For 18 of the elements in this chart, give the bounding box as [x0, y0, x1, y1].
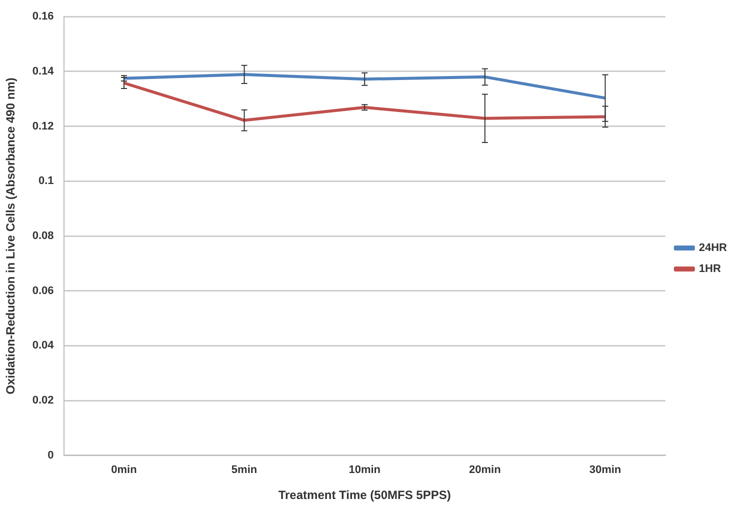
- y-tick-label: 0.08: [32, 230, 54, 242]
- y-tick-label: 0.04: [32, 340, 55, 352]
- x-axis-title: Treatment Time (50MFS 5PPS): [278, 488, 451, 502]
- x-tick-label: 20min: [469, 464, 502, 476]
- y-tick-label: 0.12: [32, 120, 54, 132]
- x-tick-label: 10min: [348, 464, 381, 476]
- y-tick-label: 0.14: [32, 65, 55, 78]
- y-tick-label: 0.02: [32, 394, 54, 407]
- x-tick-label: 0min: [111, 464, 138, 476]
- legend-label: 1HR: [698, 263, 721, 276]
- y-tick-label: 0.16: [32, 10, 54, 23]
- x-tick-label: 30min: [589, 464, 622, 476]
- x-tick-label: 5min: [231, 464, 258, 476]
- y-tick-label: 0: [48, 449, 54, 462]
- legend-label: 24HR: [698, 242, 728, 254]
- y-tick-label: 0.1: [38, 175, 54, 188]
- y-axis-title: Oxidation-Reduction in Live Cells (Absorbance 490 nm): [4, 78, 18, 394]
- y-tick-label: 0.06: [32, 284, 54, 297]
